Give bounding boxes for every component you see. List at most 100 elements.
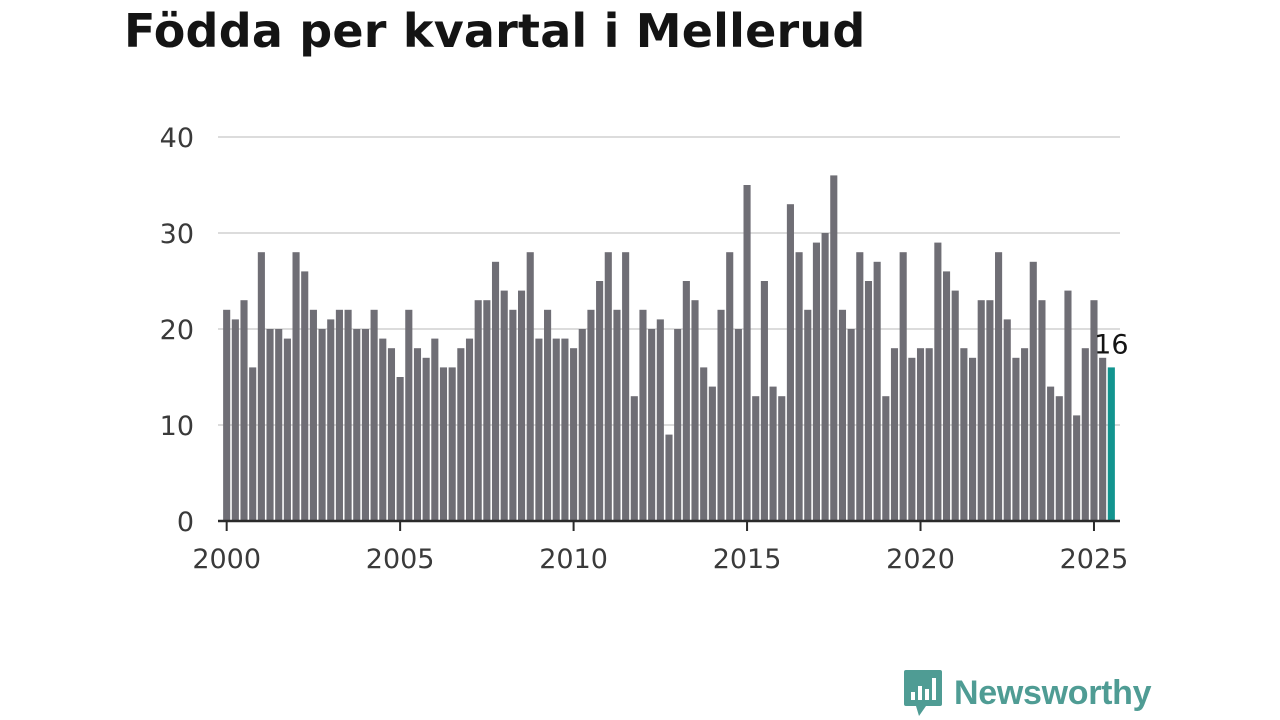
bar xyxy=(648,329,656,521)
bar xyxy=(1064,290,1072,521)
bar xyxy=(951,290,959,521)
x-tick-label: 2005 xyxy=(366,544,435,575)
highlight-value-label: 16 xyxy=(1094,329,1128,360)
bar xyxy=(301,271,309,521)
bar xyxy=(249,367,257,521)
bar xyxy=(570,348,578,521)
bar xyxy=(760,281,768,521)
bar xyxy=(535,338,543,521)
bar xyxy=(1012,357,1020,521)
bar xyxy=(387,348,396,521)
bar xyxy=(483,300,491,521)
bar xyxy=(361,329,369,521)
bar xyxy=(708,386,716,521)
x-tick-label: 2025 xyxy=(1060,544,1129,575)
bar xyxy=(726,252,734,521)
brand-name: Newsworthy xyxy=(954,673,1152,712)
bar xyxy=(1047,386,1055,521)
bar xyxy=(335,309,343,521)
y-tick-label: 30 xyxy=(160,219,194,250)
bar xyxy=(864,281,873,521)
bar xyxy=(969,357,977,521)
bar xyxy=(500,290,508,521)
bar xyxy=(674,329,682,521)
bar-highlight xyxy=(1107,367,1115,521)
bar xyxy=(223,309,231,521)
bars xyxy=(223,175,1115,521)
bar xyxy=(908,357,916,521)
y-tick-label: 40 xyxy=(160,123,194,154)
bar xyxy=(370,309,378,521)
x-tick-label: 2020 xyxy=(886,544,955,575)
x-tick-label: 2015 xyxy=(713,544,782,575)
bar xyxy=(856,252,864,521)
bar xyxy=(1081,348,1089,521)
bar xyxy=(812,242,820,521)
bar xyxy=(769,386,777,521)
bar xyxy=(925,348,933,521)
bar xyxy=(413,348,422,521)
bar xyxy=(795,252,803,521)
bar xyxy=(275,329,283,521)
bar xyxy=(240,300,248,521)
bar xyxy=(266,329,274,521)
bar xyxy=(1090,300,1098,521)
bar xyxy=(509,309,517,521)
bar xyxy=(405,309,413,521)
bar xyxy=(986,300,994,521)
bar xyxy=(604,252,612,521)
bar xyxy=(622,252,630,521)
bar xyxy=(821,233,829,521)
bar xyxy=(882,396,890,521)
chart-title: Födda per kvartal i Mellerud xyxy=(124,4,866,58)
bar xyxy=(474,300,482,521)
bar xyxy=(700,367,708,521)
newsworthy-logo: Newsworthy xyxy=(902,668,1152,718)
bar xyxy=(630,396,638,521)
bar xyxy=(327,319,335,521)
x-tick-label: 2000 xyxy=(192,544,261,575)
y-tick-label: 20 xyxy=(160,315,194,346)
bar xyxy=(1055,396,1063,521)
bar xyxy=(717,309,725,521)
bar xyxy=(916,348,925,521)
bar xyxy=(743,185,751,521)
bar xyxy=(665,434,673,521)
y-axis-ticks: 0 10 20 30 40 xyxy=(160,123,194,538)
bar xyxy=(639,309,647,521)
bar xyxy=(752,396,760,521)
bar xyxy=(439,367,448,521)
bar xyxy=(734,329,742,521)
bar xyxy=(396,377,404,521)
bar xyxy=(526,252,534,521)
bar xyxy=(960,348,968,521)
bar xyxy=(561,338,569,521)
bar xyxy=(544,309,552,521)
bar xyxy=(283,338,291,521)
bar xyxy=(491,261,500,521)
bar xyxy=(934,242,942,521)
bar xyxy=(518,290,526,521)
bar xyxy=(847,329,855,521)
bar xyxy=(231,319,239,521)
bar xyxy=(613,309,621,521)
bar xyxy=(1073,415,1081,521)
bar xyxy=(691,300,699,521)
bar xyxy=(656,319,664,521)
bar xyxy=(995,252,1003,521)
bar xyxy=(353,329,361,521)
bar xyxy=(977,300,985,521)
bar xyxy=(1021,348,1029,521)
bar xyxy=(309,309,317,521)
newsworthy-chart-bubble-icon xyxy=(904,670,942,716)
bar xyxy=(457,348,465,521)
bar xyxy=(596,281,604,521)
bar xyxy=(465,338,474,521)
bar xyxy=(890,348,899,521)
bar xyxy=(552,338,560,521)
bar xyxy=(344,309,352,521)
bar xyxy=(257,252,265,521)
bar xyxy=(1099,357,1107,521)
bar xyxy=(292,252,300,521)
